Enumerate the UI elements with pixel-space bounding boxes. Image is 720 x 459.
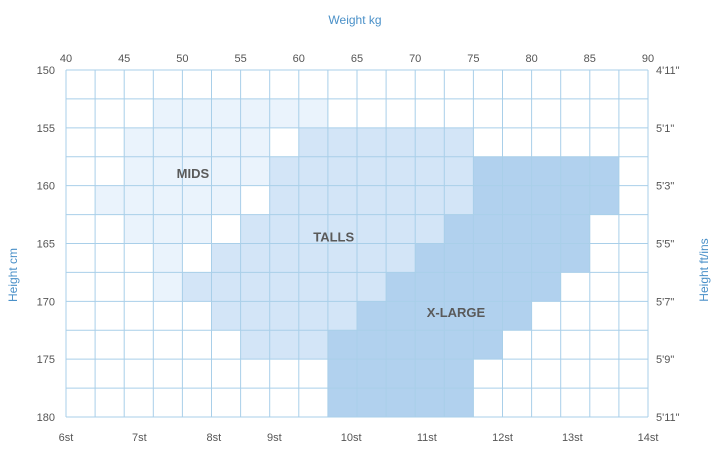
left-tick-label: 150 — [37, 65, 55, 77]
region-labels: MIDS TALLS X-LARGE — [177, 166, 486, 320]
region-cell — [211, 301, 357, 331]
left-tick-label: 155 — [37, 123, 55, 135]
region-cell — [473, 185, 619, 215]
top-tick-label: 60 — [293, 53, 305, 65]
axis-ticks: 40 45 50 55 60 65 70 75 80 85 90 6st 7st 8st 9st 10st 11… — [37, 53, 680, 444]
right-tick-label: 5'9" — [656, 354, 674, 366]
region-cell — [124, 127, 270, 157]
left-axis-title: Height cm — [6, 248, 20, 302]
region-label-x-large: X-LARGE — [427, 305, 486, 320]
region-cell — [327, 359, 474, 389]
bottom-tick-label: 9st — [267, 432, 282, 444]
bottom-tick-label: 10st — [341, 432, 362, 444]
left-tick-label: 180 — [37, 412, 55, 424]
top-tick-label: 75 — [467, 53, 479, 65]
bottom-tick-label: 8st — [206, 432, 221, 444]
right-axis-title: Height ft/ins — [697, 238, 711, 301]
region-cell — [153, 272, 183, 302]
bottom-tick-label: 6st — [59, 432, 74, 444]
top-tick-label: 70 — [409, 53, 421, 65]
left-tick-label: 165 — [37, 239, 55, 251]
region-cell — [444, 214, 590, 244]
right-tick-label: 5'7" — [656, 296, 674, 308]
region-cell — [269, 156, 474, 186]
region-cell — [269, 185, 474, 215]
region-cell — [153, 243, 183, 273]
region-cell — [95, 185, 241, 215]
region-cell — [182, 272, 387, 302]
region-cell — [124, 156, 270, 186]
bottom-tick-label: 12st — [492, 432, 513, 444]
left-tick-label: 175 — [37, 354, 55, 366]
top-tick-label: 65 — [351, 53, 363, 65]
right-tick-label: 5'11" — [656, 412, 680, 424]
top-tick-label: 80 — [525, 53, 537, 65]
top-axis-title: Weight kg — [328, 13, 381, 27]
region-cell — [211, 243, 416, 273]
right-tick-label: 4'11" — [656, 65, 680, 77]
region-cell — [473, 156, 619, 186]
top-tick-label: 85 — [584, 53, 596, 65]
region-label-mids: MIDS — [177, 166, 210, 181]
bottom-tick-label: 14st — [638, 432, 659, 444]
right-tick-label: 5'1" — [656, 123, 674, 135]
left-tick-label: 160 — [37, 181, 55, 193]
region-cell — [240, 214, 445, 244]
region-cell — [124, 214, 212, 244]
top-tick-label: 90 — [642, 53, 654, 65]
bottom-tick-label: 13st — [562, 432, 583, 444]
top-tick-label: 45 — [118, 53, 130, 65]
top-tick-label: 55 — [234, 53, 246, 65]
right-tick-label: 5'5" — [656, 239, 674, 251]
bottom-tick-label: 11st — [417, 432, 437, 444]
bottom-tick-label: 7st — [132, 432, 147, 444]
top-tick-label: 40 — [60, 53, 72, 65]
region-label-talls: TALLS — [313, 230, 354, 245]
region-cell — [327, 388, 474, 417]
chart-grid — [65, 69, 649, 418]
right-tick-label: 5'3" — [656, 181, 674, 193]
region-cell — [240, 330, 328, 360]
top-tick-label: 50 — [176, 53, 188, 65]
left-tick-label: 170 — [37, 296, 55, 308]
